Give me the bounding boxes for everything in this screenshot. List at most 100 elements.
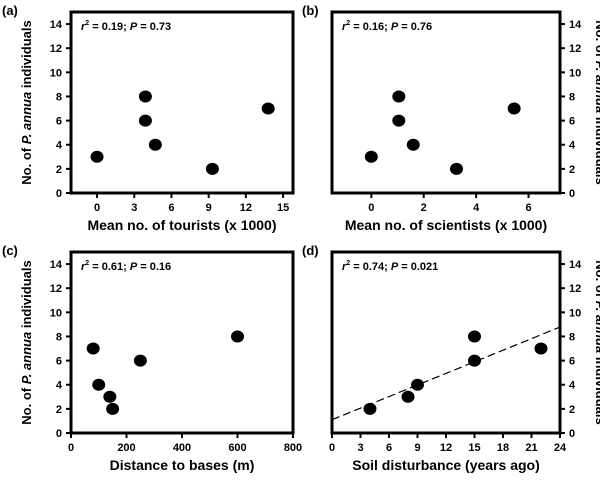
- x-tick-label: 9: [206, 202, 212, 214]
- r-exponent: 2: [85, 260, 89, 267]
- x-axis-label: Soil disturbance (years ago): [352, 457, 540, 473]
- data-point: [411, 378, 424, 391]
- x-tick-label: 12: [440, 442, 452, 454]
- y-label-pre: No. of: [19, 144, 34, 184]
- y-tick-label: 6: [56, 116, 62, 128]
- x-axis-label: Mean no. of tourists (x 1000): [87, 217, 276, 233]
- x-tick-label: 3: [131, 202, 137, 214]
- x-tick-label: 400: [173, 442, 191, 454]
- y-tick-label: 2: [56, 404, 62, 416]
- data-point: [468, 354, 481, 367]
- stats-annotation: r2 = 0.19; P = 0.73: [81, 20, 171, 33]
- stats-annotation: r2 = 0.16; P = 0.76: [342, 20, 432, 33]
- y-tick-label: 12: [569, 43, 581, 55]
- data-point: [106, 402, 120, 415]
- x-tick-label: 200: [117, 442, 135, 454]
- y-tick-label: 0: [569, 188, 575, 200]
- p-symbol: P: [130, 21, 138, 33]
- x-tick-label: 9: [414, 442, 420, 454]
- x-tick-label: 15: [277, 202, 289, 214]
- y-tick-label: 6: [56, 356, 62, 368]
- x-tick-label: 600: [228, 442, 246, 454]
- data-point: [363, 402, 377, 415]
- y-tick-label: 4: [56, 380, 63, 392]
- y-tick-label: 4: [56, 140, 63, 152]
- data-point: [406, 138, 420, 151]
- y-tick-label: 8: [569, 91, 575, 103]
- y-tick-label: 10: [50, 307, 62, 319]
- x-tick-label: 0: [329, 442, 335, 454]
- p-symbol: P: [391, 261, 399, 273]
- y-label-post: individuals: [19, 260, 34, 332]
- stats-annotation: r2 = 0.61; P = 0.16: [81, 260, 171, 273]
- r-symbol: r: [81, 21, 86, 33]
- data-point: [449, 162, 463, 175]
- r2-text: = 0.74;: [350, 261, 391, 273]
- y-tick-label: 6: [569, 356, 575, 368]
- y-tick-label: 10: [569, 67, 581, 79]
- data-point: [507, 102, 521, 115]
- y-label-post: individuals: [593, 113, 600, 185]
- y-tick-label: 14: [569, 19, 582, 31]
- r2-text: = 0.61;: [89, 261, 130, 273]
- data-point: [138, 90, 152, 103]
- data-point: [261, 102, 275, 115]
- y-label-species: P. annua: [593, 301, 600, 354]
- x-axis-label: Mean no. of scientists (x 1000): [345, 217, 547, 233]
- x-tick-label: 15: [468, 442, 480, 454]
- y-tick-label: 14: [569, 259, 582, 271]
- data-point: [364, 150, 378, 163]
- y-tick-label: 14: [50, 19, 63, 31]
- y-tick-label: 0: [569, 428, 575, 440]
- p-text: = 0.73: [137, 21, 171, 33]
- data-point: [90, 150, 104, 163]
- r-exponent: 2: [346, 20, 350, 27]
- y-label-post: individuals: [593, 353, 600, 425]
- plot-frame: [69, 250, 295, 435]
- panel-b: (b)r2 = 0.16; P = 0.760 2 4 602468101214Mea…: [302, 3, 600, 233]
- stats-annotation: r2 = 0.74; P = 0.021: [342, 260, 438, 273]
- panel-label: (c): [2, 243, 18, 258]
- r-exponent: 2: [346, 260, 350, 267]
- r-symbol: r: [81, 261, 86, 273]
- p-text: = 0.76: [398, 21, 432, 33]
- r2-text: = 0.16;: [350, 21, 391, 33]
- y-tick-label: 8: [569, 331, 575, 343]
- y-label-species: P. annua: [19, 332, 34, 385]
- panel-c: (c)r2 = 0.61; P = 0.160 200 400 600 80002468…: [2, 243, 302, 473]
- panel-a: (a)r2 = 0.19; P = 0.730 3 6 9 12 150246810121…: [2, 3, 295, 233]
- data-point: [86, 342, 100, 355]
- y-axis-label: No. of P. annua individuals: [593, 20, 600, 184]
- data-point: [468, 330, 481, 343]
- data-point: [133, 354, 147, 367]
- y-tick-label: 14: [50, 259, 63, 271]
- y-tick-label: 2: [569, 404, 575, 416]
- x-tick-label: 800: [284, 442, 302, 454]
- y-label-species: P. annua: [593, 61, 600, 114]
- data-point: [231, 330, 244, 343]
- y-tick-label: 2: [56, 164, 62, 176]
- x-tick-label: 0: [68, 442, 74, 454]
- y-tick-label: 4: [569, 380, 576, 392]
- x-tick-label: 0: [368, 202, 374, 214]
- data-point: [392, 114, 406, 127]
- x-axis-label: Distance to bases (m): [110, 457, 255, 473]
- y-tick-label: 12: [569, 283, 581, 295]
- x-tick-label: 6: [168, 202, 174, 214]
- x-tick-label: 4: [473, 202, 480, 214]
- r-exponent: 2: [85, 20, 89, 27]
- p-text: = 0.021: [398, 261, 438, 273]
- x-tick-label: 6: [386, 442, 392, 454]
- x-tick-label: 3: [357, 442, 363, 454]
- y-label-post: individuals: [19, 20, 34, 92]
- y-axis-label: No. of P. annua individuals: [19, 20, 34, 184]
- y-tick-label: 0: [56, 188, 62, 200]
- x-tick-label: 12: [240, 202, 252, 214]
- panel-label: (d): [302, 243, 319, 258]
- data-point: [205, 162, 219, 175]
- x-tick-label: 24: [554, 442, 567, 454]
- x-tick-label: 18: [497, 442, 509, 454]
- p-symbol: P: [130, 261, 138, 273]
